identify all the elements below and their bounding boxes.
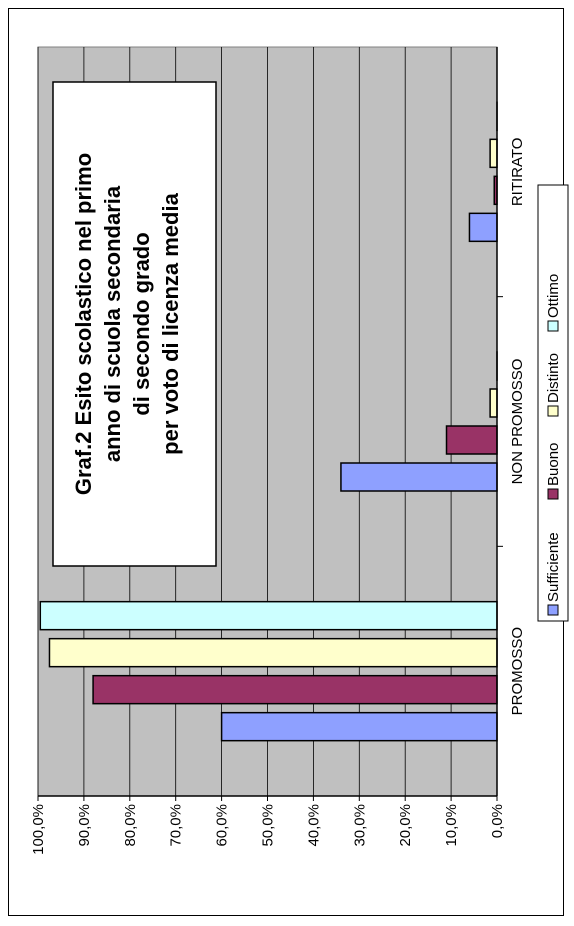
bar-sufficiente-promosso	[220, 711, 498, 742]
bar-buono-non-promosso	[445, 425, 498, 455]
value-tick-label: 50,0%	[260, 804, 277, 847]
value-tick-label: 80,0%	[122, 804, 139, 847]
bar-sufficiente-non-promosso	[340, 462, 498, 492]
bar-distinto-ritirato	[489, 138, 498, 169]
value-tick-label: 20,0%	[397, 804, 414, 847]
value-tick-label: 60,0%	[214, 804, 231, 847]
chart-title-line-1: Graf.2 Esito scolastico nel primo	[71, 153, 96, 495]
value-tick-label: 90,0%	[76, 804, 93, 847]
value-tick-label: 10,0%	[443, 804, 460, 847]
bar-ottimo-promosso	[39, 600, 498, 631]
category-label: NON PROMOSSO	[509, 359, 526, 485]
bar-distinto-promosso	[48, 637, 498, 668]
legend-swatch-distinto	[547, 405, 559, 417]
value-tick-label: 0,0%	[489, 804, 506, 838]
legend: Sufficiente Buono Distinto Ottimo	[537, 184, 569, 622]
legend-label-distinto: Distinto	[545, 353, 562, 403]
bar-sufficiente-ritirato	[468, 212, 498, 243]
value-tick-labels: 0,0% 10,0% 20,0% 30,0% 40,0% 50,0% 60,0% 70,0% 8…	[30, 796, 506, 855]
legend-swatch-sufficiente	[547, 604, 559, 616]
legend-label-ottimo: Ottimo	[545, 274, 562, 318]
legend-swatch-ottimo	[547, 320, 559, 332]
chart-title-line-4: per voto di licenza media	[158, 192, 183, 454]
legend-label-buono: Buono	[545, 443, 562, 486]
chart-title-box: Graf.2 Esito scolastico nel primo anno d…	[52, 81, 217, 567]
chart-title-line-2: anno di scuola secondaria	[100, 185, 125, 462]
value-tick-label: 70,0%	[168, 804, 185, 847]
value-tick-label: 30,0%	[351, 804, 368, 847]
category-label: RITIRATO	[509, 138, 526, 207]
bar-buono-promosso	[92, 674, 498, 705]
category-labels: PROMOSSO NON PROMOSSO RITIRATO	[509, 138, 526, 716]
value-tick-label: 40,0%	[305, 804, 322, 847]
bars	[39, 101, 498, 742]
category-label: PROMOSSO	[509, 627, 526, 715]
bar-distinto-non-promosso	[489, 388, 498, 418]
value-tick-label: 100,0%	[30, 804, 47, 855]
legend-label-sufficiente: Sufficiente	[545, 532, 562, 602]
chart-title-line-3: di secondo grado	[129, 232, 154, 415]
legend-swatch-buono	[547, 488, 559, 500]
